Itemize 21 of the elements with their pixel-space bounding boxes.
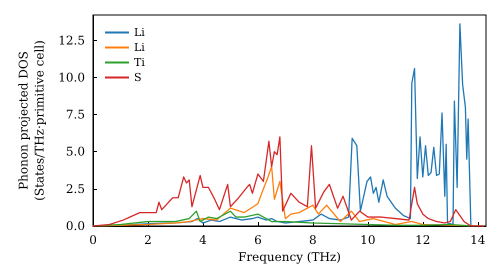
x-tick-label: 0 [89,233,97,247]
x-axis-title: Frequency (THz) [238,250,341,264]
legend-label: S [134,71,142,84]
y-tick-label: 2.5 [66,182,85,196]
legend-label: Li [134,26,146,39]
line-series [92,136,484,227]
legend-label: Li [134,41,146,54]
x-tick-label: 6 [254,233,262,247]
y-tick-label: 10.0 [58,70,85,84]
y-tick-label: 7.5 [66,108,85,122]
x-tick-label: 2 [144,233,152,247]
legend-label: Ti [134,56,146,69]
x-tick-label: 10 [360,233,376,247]
x-tick-label: 8 [309,233,317,247]
x-tick-label: 14 [470,233,486,247]
x-tick-label: 4 [199,233,208,247]
y-axis-title: Phonon projected DOS (States/THz·primitive cell) [16,40,46,201]
x-tick-label: 12 [415,233,430,247]
y-tick-label: 12.5 [58,33,85,48]
y-tick-label: 5.0 [66,144,85,159]
y-tick-label: 0.0 [66,219,85,233]
